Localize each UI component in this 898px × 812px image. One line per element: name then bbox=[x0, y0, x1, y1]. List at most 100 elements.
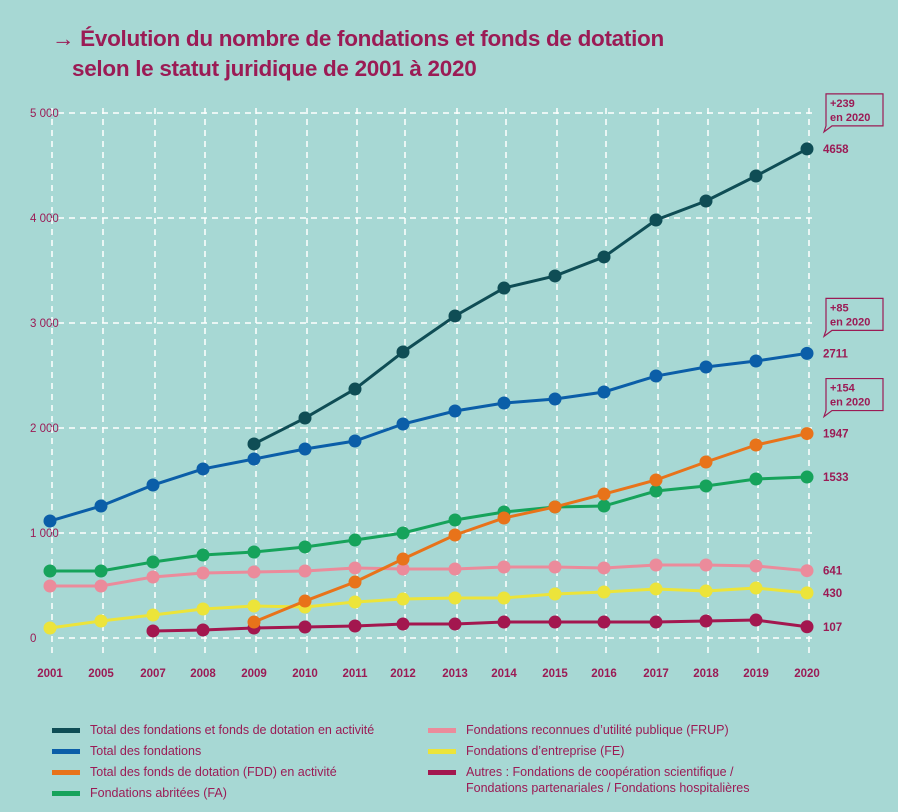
data-point bbox=[196, 548, 210, 562]
legend-label: Total des fonds de dotation (FDD) en act… bbox=[90, 765, 337, 779]
data-point bbox=[348, 595, 362, 609]
x-tick-label: 2018 bbox=[693, 668, 719, 680]
legend-label: Total des fondations bbox=[90, 744, 202, 758]
data-point bbox=[497, 396, 511, 410]
end-value-label: 1533 bbox=[823, 472, 849, 484]
end-value-label: 1947 bbox=[823, 429, 849, 441]
data-point bbox=[649, 473, 663, 487]
data-point bbox=[348, 561, 362, 575]
x-tick-label: 2007 bbox=[140, 668, 166, 680]
data-point bbox=[548, 392, 562, 406]
series-line bbox=[253, 147, 808, 446]
series-7 bbox=[146, 613, 814, 638]
data-point bbox=[597, 487, 611, 501]
data-point bbox=[548, 500, 562, 514]
data-point bbox=[396, 526, 410, 540]
data-point bbox=[699, 479, 713, 493]
data-point bbox=[348, 575, 362, 589]
data-point bbox=[43, 621, 57, 635]
data-point bbox=[649, 484, 663, 498]
data-point bbox=[497, 615, 511, 629]
x-tick-label: 2014 bbox=[491, 668, 517, 680]
data-point bbox=[94, 579, 108, 593]
arrow-icon: → bbox=[52, 26, 75, 51]
data-point bbox=[800, 470, 814, 484]
data-point bbox=[348, 619, 362, 633]
data-point bbox=[448, 404, 462, 418]
title-line-2: selon le statut juridique de 2001 à 2020 bbox=[72, 56, 477, 81]
data-point bbox=[597, 385, 611, 399]
y-tick-label: 5 000 bbox=[30, 108, 59, 120]
y-tick-label: 2 000 bbox=[30, 423, 59, 435]
series-line bbox=[50, 475, 808, 573]
data-point bbox=[497, 591, 511, 605]
data-point bbox=[146, 555, 160, 569]
x-tick-label: 2015 bbox=[542, 668, 568, 680]
data-point bbox=[146, 608, 160, 622]
data-point bbox=[548, 615, 562, 629]
data-point bbox=[396, 345, 410, 359]
data-point bbox=[396, 617, 410, 631]
data-point bbox=[348, 382, 362, 396]
data-point bbox=[800, 346, 814, 360]
x-tick-label: 2019 bbox=[743, 668, 769, 680]
data-point bbox=[448, 591, 462, 605]
data-point bbox=[548, 587, 562, 601]
data-point bbox=[396, 562, 410, 576]
legend-swatch bbox=[52, 791, 80, 796]
data-point bbox=[298, 594, 312, 608]
data-point bbox=[749, 613, 763, 627]
callout-text: +85 bbox=[830, 302, 849, 314]
data-point bbox=[448, 513, 462, 527]
x-tick-label: 2020 bbox=[794, 668, 820, 680]
series-6 bbox=[43, 581, 814, 635]
end-value-label: 107 bbox=[823, 622, 842, 634]
data-point bbox=[597, 615, 611, 629]
data-point bbox=[699, 584, 713, 598]
data-point bbox=[749, 169, 763, 183]
data-point bbox=[800, 564, 814, 578]
data-point bbox=[749, 438, 763, 452]
legend-item: Total des fonds de dotation (FDD) en act… bbox=[52, 764, 374, 785]
series-line bbox=[49, 351, 808, 523]
legend-left: Total des fondations et fonds de dotatio… bbox=[52, 722, 374, 806]
data-point bbox=[548, 269, 562, 283]
callout-box bbox=[822, 377, 884, 419]
x-tick-label: 2011 bbox=[343, 668, 369, 680]
data-point bbox=[298, 564, 312, 578]
data-point bbox=[247, 452, 261, 466]
legend-label: Autres : Fondations de coopération scien… bbox=[466, 765, 750, 795]
data-point bbox=[146, 624, 160, 638]
data-point bbox=[749, 472, 763, 486]
data-point bbox=[247, 545, 261, 559]
legend-item: Fondations abritées (FA) bbox=[52, 785, 374, 806]
callout-text: +154 bbox=[830, 383, 856, 395]
data-point bbox=[497, 560, 511, 574]
data-point bbox=[43, 564, 57, 578]
data-point bbox=[298, 540, 312, 554]
legend-swatch bbox=[52, 728, 80, 733]
data-point bbox=[196, 566, 210, 580]
data-point bbox=[396, 592, 410, 606]
callout-text: en 2020 bbox=[830, 397, 870, 409]
data-point bbox=[146, 478, 160, 492]
data-point bbox=[348, 434, 362, 448]
callout-box bbox=[822, 297, 884, 338]
data-point bbox=[649, 615, 663, 629]
legend-swatch bbox=[52, 770, 80, 775]
data-point bbox=[298, 442, 312, 456]
data-point bbox=[699, 614, 713, 628]
x-tick-label: 2005 bbox=[88, 668, 114, 680]
legend-item: Fondations d’entreprise (FE) bbox=[428, 743, 768, 764]
data-point bbox=[348, 533, 362, 547]
data-point bbox=[597, 250, 611, 264]
data-point bbox=[800, 586, 814, 600]
end-value-label: 430 bbox=[823, 588, 842, 600]
data-point bbox=[196, 623, 210, 637]
series-3 bbox=[247, 427, 814, 629]
data-point bbox=[196, 462, 210, 476]
data-point bbox=[649, 558, 663, 572]
callout-text: +239 bbox=[830, 98, 855, 110]
data-point bbox=[649, 369, 663, 383]
data-point bbox=[497, 281, 511, 295]
